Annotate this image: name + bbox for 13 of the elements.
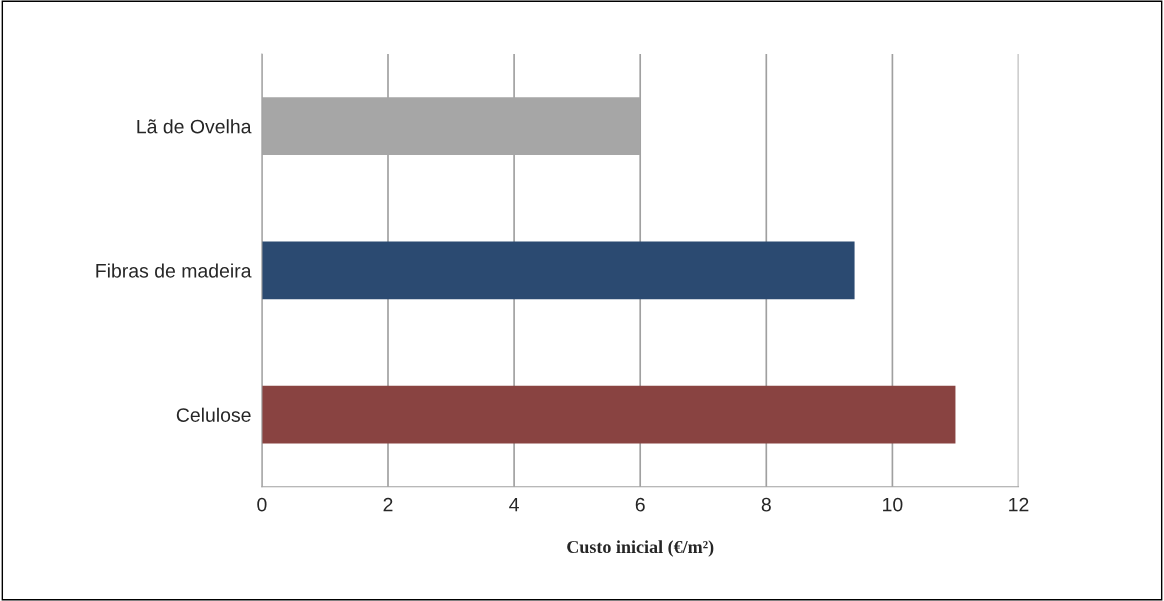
x-tick-label: 4 bbox=[509, 497, 519, 512]
x-tick-label: 8 bbox=[761, 497, 771, 512]
y-tick-label: Fibras de madeira bbox=[96, 263, 252, 278]
bar bbox=[261, 385, 956, 444]
x-tick-label: 2 bbox=[383, 497, 393, 512]
y-tick-label: Celulose bbox=[176, 407, 251, 422]
y-tick-label: Lã de Ovelha bbox=[137, 119, 252, 134]
x-tick-label: 0 bbox=[257, 497, 267, 512]
x-tick-label: 12 bbox=[1009, 497, 1029, 512]
bar bbox=[261, 241, 855, 300]
x-tick-label: 10 bbox=[883, 497, 903, 512]
x-tick-label: 6 bbox=[635, 497, 645, 512]
x-axis-title: Custo inicial (€/m²) bbox=[567, 540, 714, 557]
